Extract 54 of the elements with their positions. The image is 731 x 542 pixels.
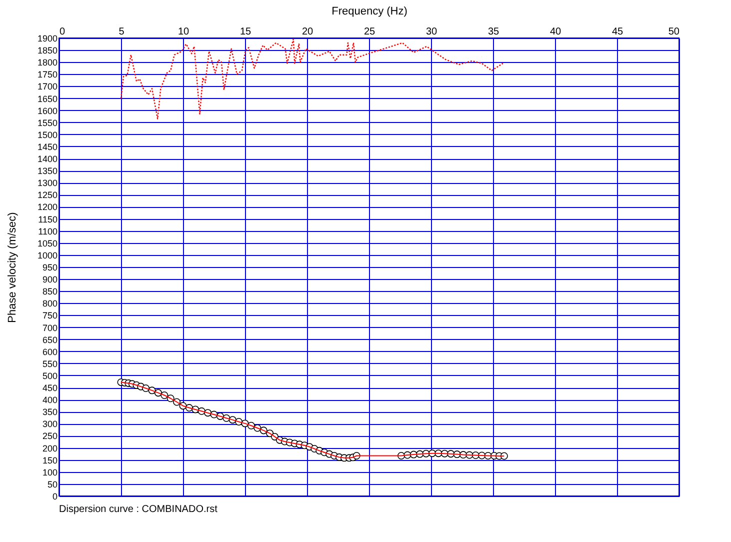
x-tick-label: 20 xyxy=(302,26,314,38)
y-tick-label: 1700 xyxy=(37,82,58,92)
y-tick-label: 200 xyxy=(42,443,58,454)
x-tick-label: 15 xyxy=(240,26,252,38)
y-tick-label: 250 xyxy=(42,431,58,442)
y-tick-label: 450 xyxy=(42,383,58,394)
y-tick-label: 1250 xyxy=(37,190,58,200)
y-tick-label: 600 xyxy=(42,346,58,357)
y-tick-label: 400 xyxy=(42,395,58,406)
y-tick-label: 1000 xyxy=(37,250,58,260)
y-tick-label: 100 xyxy=(42,467,58,478)
y-tick-label: 650 xyxy=(42,334,58,345)
y-tick-label: 1150 xyxy=(38,214,58,224)
y-tick-label: 50 xyxy=(47,479,58,490)
y-tick-label: 1600 xyxy=(37,106,58,116)
y-axis-title: Phase velocity (m/sec) xyxy=(6,212,18,323)
y-tick-label: 1800 xyxy=(37,58,58,68)
x-tick-label: 30 xyxy=(426,26,438,38)
y-tick-label: 1350 xyxy=(37,166,58,176)
x-tick-label: 35 xyxy=(488,26,500,38)
y-tick-label: 1900 xyxy=(37,34,58,44)
y-tick-label: 350 xyxy=(42,407,58,418)
x-tick-label: 5 xyxy=(118,26,125,38)
y-tick-label: 1100 xyxy=(38,226,58,236)
y-tick-label: 950 xyxy=(42,262,58,272)
y-tick-label: 150 xyxy=(42,455,58,466)
y-tick-label: 1400 xyxy=(37,154,58,164)
y-tick-label: 1750 xyxy=(37,70,58,80)
y-tick-label: 1200 xyxy=(37,202,58,212)
y-tick-label: 1500 xyxy=(37,130,58,140)
line-series xyxy=(120,38,504,120)
y-tick-label: 900 xyxy=(42,274,58,285)
y-tick-label: 1300 xyxy=(37,178,58,188)
y-tick-label: 1650 xyxy=(37,94,58,104)
x-axis-title: Frequency (Hz) xyxy=(332,6,408,18)
y-tick-label: 1450 xyxy=(37,142,58,152)
y-tick-label: 750 xyxy=(42,310,58,321)
y-tick-label: 1850 xyxy=(37,46,58,56)
y-tick-label: 700 xyxy=(42,322,58,333)
text: Dispersion curve : COMBINADO.rst xyxy=(59,504,218,515)
y-tick-label: 1550 xyxy=(37,118,58,128)
y-tick-label: 550 xyxy=(42,358,58,369)
x-tick-label: 0 xyxy=(60,26,66,38)
y-tick-label: 1050 xyxy=(37,238,58,248)
x-tick-label: 45 xyxy=(612,26,624,38)
y-tick-label: 0 xyxy=(52,492,58,502)
y-tick-label: 500 xyxy=(42,370,58,381)
y-tick-label: 850 xyxy=(42,286,58,297)
x-tick-label: 40 xyxy=(550,26,562,38)
y-tick-label: 300 xyxy=(42,419,58,430)
x-tick-label: 10 xyxy=(178,26,190,38)
y-tick-label: 800 xyxy=(42,298,58,309)
x-tick-label: 25 xyxy=(364,26,376,38)
x-tick-label: 50 xyxy=(668,26,680,38)
